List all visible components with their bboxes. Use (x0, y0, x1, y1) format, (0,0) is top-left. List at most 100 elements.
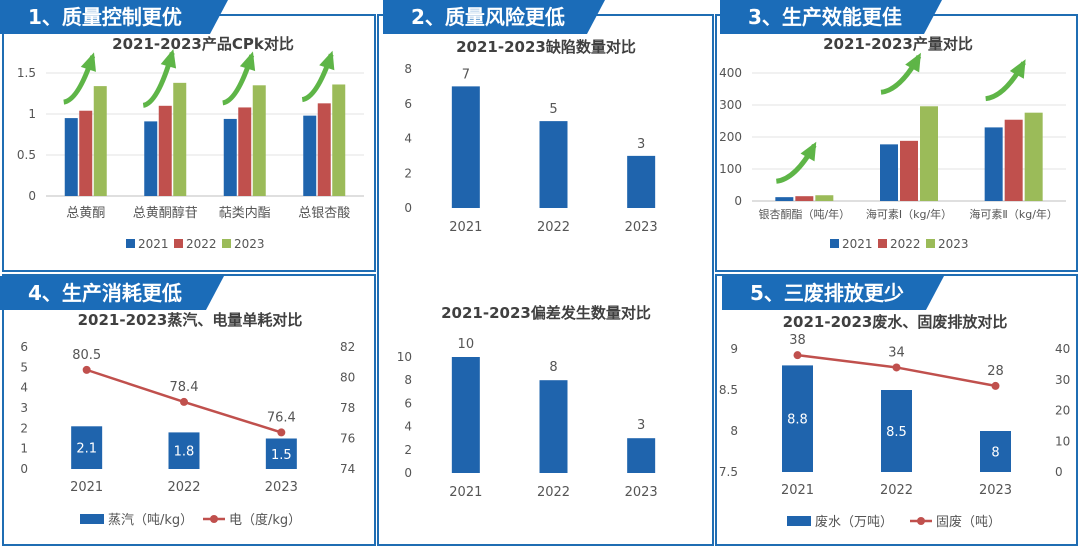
legend-swatch (222, 239, 231, 248)
bar (71, 426, 103, 469)
y-tick-label: 0 (28, 189, 36, 203)
y-tick-label: 6 (404, 97, 412, 111)
trend-arrow-head (80, 52, 96, 72)
y-tick-label: 4 (404, 420, 412, 434)
y-tick-label: 0 (404, 201, 412, 215)
y-tick-label: 7.5 (719, 465, 738, 479)
y2-tick-label: 82 (340, 340, 355, 354)
legend-label: 2021 (138, 237, 169, 251)
line-data-label: 78.4 (170, 380, 199, 395)
bar (252, 85, 266, 196)
y-tick-label: 0 (404, 466, 412, 480)
y-tick-label: 1 (28, 107, 36, 121)
x-tick-label: 萜类内酯 (219, 205, 271, 221)
bar (173, 82, 187, 196)
bar (64, 118, 78, 196)
line-data-label: 76.4 (267, 410, 296, 425)
chart-title: 2021-2023废水、固废排放对比 (783, 313, 1008, 331)
chart-title: 2021-2023缺陷数量对比 (456, 38, 636, 56)
bar (93, 86, 107, 196)
x-tick-label: 2021 (449, 220, 482, 235)
bar (332, 84, 346, 196)
x-tick-label: 海可素Ⅰ（kg/年） (866, 207, 952, 221)
banner-emissions: 5、三废排放更少 (722, 276, 944, 310)
y-tick-label: 0.5 (17, 148, 36, 162)
chart-title: 2021-2023蒸汽、电量单耗对比 (78, 311, 303, 329)
x-tick-label: 2021 (70, 480, 103, 495)
data-label: 7 (462, 67, 470, 82)
x-tick-label: 总黄酮 (66, 206, 105, 221)
bar (880, 144, 898, 201)
bar (317, 103, 331, 196)
trend-arrow-head (1009, 59, 1026, 79)
y-tick-label: 200 (719, 130, 742, 144)
legend-swatch-marker (210, 515, 218, 523)
line-marker (991, 381, 1000, 390)
line-marker (180, 397, 188, 406)
line-data-label: 28 (987, 364, 1004, 379)
bar-data-label: 8.5 (886, 425, 907, 440)
bar (144, 121, 158, 196)
y2-tick-label: 76 (340, 432, 355, 446)
chart-title: 2021-2023偏差发生数量对比 (441, 304, 651, 322)
trend-arrow-head (160, 48, 177, 69)
data-label: 3 (637, 418, 645, 433)
x-tick-label: 2023 (625, 485, 658, 500)
line-marker (793, 351, 802, 360)
bar-data-label: 1.8 (174, 445, 195, 460)
y-tick-label: 8.5 (719, 383, 738, 397)
x-tick-label: 银杏酮酯（吨/年） (758, 207, 850, 221)
bar (627, 155, 656, 208)
x-tick-label: 总银杏酸 (298, 206, 350, 221)
x-tick-label: 2022 (537, 220, 570, 235)
legend-label-line: 固废（吨） (936, 514, 1001, 530)
chart-title: 2021-2023产量对比 (823, 35, 973, 53)
x-tick-label: 2022 (880, 483, 913, 498)
bar-data-label: 2.1 (76, 442, 97, 457)
data-label: 5 (549, 102, 557, 117)
legend-swatch (926, 239, 935, 248)
bar (79, 110, 93, 196)
y-tick-label: 8 (404, 62, 412, 76)
y-tick-label: 400 (719, 66, 742, 80)
y-tick-label: 2 (20, 421, 28, 435)
bar (900, 140, 918, 201)
bar-data-label: 8 (991, 446, 999, 461)
y2-tick-label: 40 (1055, 342, 1070, 356)
data-label: 3 (637, 137, 645, 152)
bar-data-label: 1.5 (271, 448, 292, 463)
legend-swatch (830, 239, 839, 248)
y-tick-label: 0 (734, 194, 742, 208)
bar (168, 432, 200, 469)
bar (451, 357, 480, 473)
y-tick-label: 4 (404, 132, 412, 146)
legend-label: 2022 (186, 237, 217, 251)
bar (158, 105, 172, 196)
y-tick-label: 9 (730, 342, 738, 356)
x-tick-label: 2023 (265, 480, 298, 495)
line-marker (892, 363, 901, 372)
legend-label: 2023 (938, 237, 969, 251)
y-tick-label: 6 (20, 340, 28, 354)
bar (627, 438, 656, 473)
x-tick-label: 2021 (449, 485, 482, 500)
y-tick-label: 4 (20, 381, 28, 395)
bar-data-label: 8.8 (787, 413, 808, 428)
x-tick-label: 2022 (167, 480, 200, 495)
bar (782, 365, 813, 472)
legend-label: 2023 (234, 237, 265, 251)
y-tick-label: 6 (404, 396, 412, 410)
bar (1004, 119, 1023, 201)
bar (303, 115, 317, 196)
legend-swatch (174, 239, 183, 248)
x-tick-label: 2023 (625, 220, 658, 235)
legend-swatch-bar (787, 516, 811, 526)
y-tick-label: 2 (404, 443, 412, 457)
x-tick-label: 2022 (537, 485, 570, 500)
bar (881, 390, 912, 472)
trend-arrow-head (800, 141, 817, 162)
y-tick-label: 8 (730, 424, 738, 438)
trend-arrow-head (319, 50, 335, 71)
legend-label-bar: 废水（万吨） (815, 514, 893, 530)
